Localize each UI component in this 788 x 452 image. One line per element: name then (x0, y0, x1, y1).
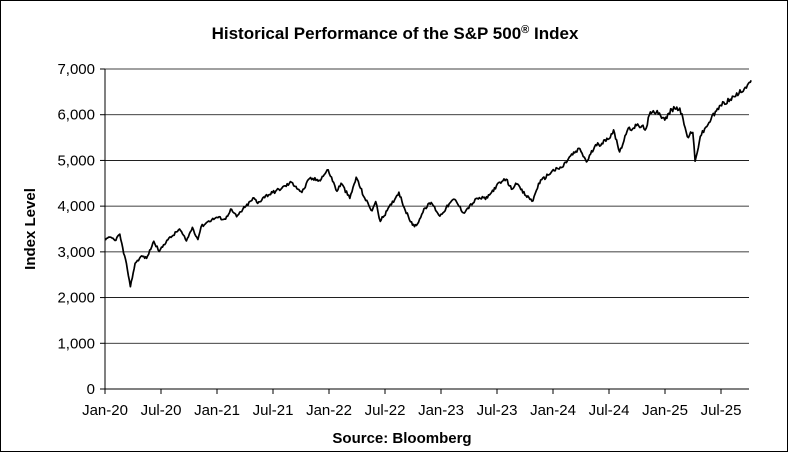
x-tick-label: Jul-23 (477, 402, 518, 419)
chart-title-suffix: Index (529, 24, 579, 43)
chart-title: Historical Performance of the S&P 500® I… (212, 24, 579, 43)
x-tick-label: Jul-22 (365, 402, 406, 419)
x-tick-label: Jan-22 (306, 402, 352, 419)
x-tick-label: Jan-25 (642, 402, 688, 419)
source-label: Source: Bloomberg (332, 430, 471, 447)
x-tick-label: Jul-25 (701, 402, 742, 419)
y-tick-label: 2,000 (57, 290, 95, 307)
y-tick-label: 1,000 (57, 335, 95, 352)
x-tick-label: Jan-20 (82, 402, 128, 419)
series-line-sp500 (104, 79, 752, 288)
x-tick-label: Jul-24 (589, 402, 630, 419)
gridlines (105, 68, 749, 344)
x-tick-label: Jan-23 (418, 402, 464, 419)
x-axis-ticks: Jan-20 Jul-20 Jan-21 Jul-21 Jan-22 Jul-22 Jan-… (82, 389, 741, 419)
y-tick-label: 0 (87, 381, 95, 398)
chart-title-registered-mark: ® (521, 24, 529, 36)
chart-title-main: Historical Performance of the S&P 500 (212, 24, 522, 43)
x-tick-label: Jan-24 (530, 402, 576, 419)
axes (104, 69, 749, 390)
x-tick-label: Jul-21 (253, 402, 294, 419)
y-axis-ticks: 0 1,000 2,000 3,000 4,000 5,000 6,000 7,000 (57, 61, 105, 398)
y-tick-label: 6,000 (57, 107, 95, 124)
y-tick-label: 5,000 (57, 152, 95, 169)
y-axis-label: Index Level (22, 188, 39, 270)
y-tick-label: 4,000 (57, 198, 95, 215)
y-tick-label: 3,000 (57, 244, 95, 261)
y-tick-label: 7,000 (57, 61, 95, 78)
x-tick-label: Jul-20 (141, 402, 182, 419)
x-tick-label: Jan-21 (194, 402, 240, 419)
